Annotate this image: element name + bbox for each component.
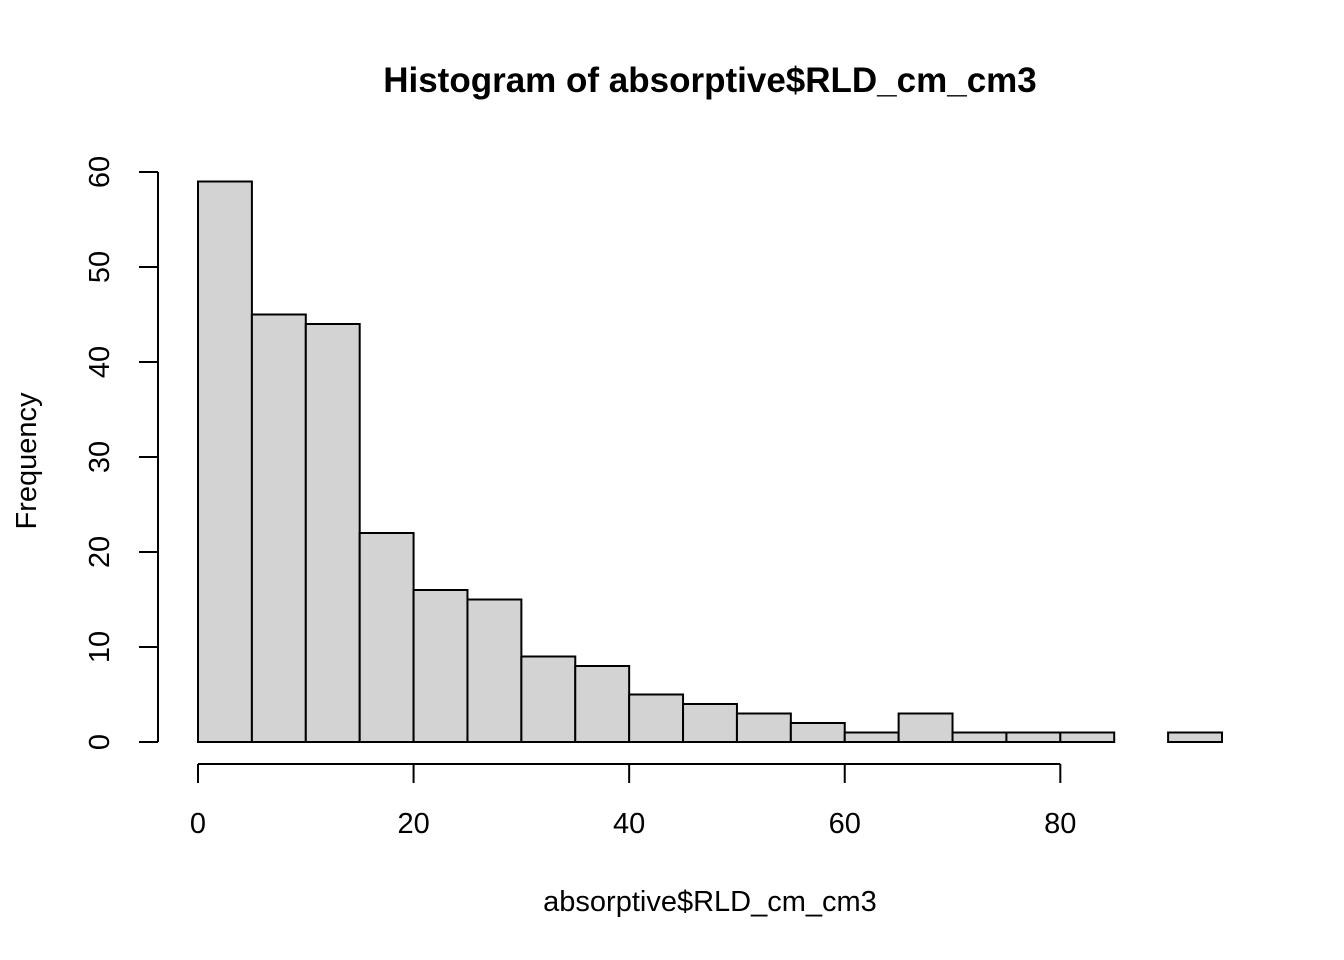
y-axis: 0 10 20 30 40 50 60 xyxy=(84,156,159,750)
x-tick-label-0: 0 xyxy=(190,808,206,840)
x-tick-label-20: 20 xyxy=(397,808,429,840)
y-tick-label-30: 30 xyxy=(84,441,116,473)
histogram-bar-70-75 xyxy=(951,731,1008,743)
histogram-bar-20-25 xyxy=(412,589,469,743)
histogram-bar-35-40 xyxy=(574,665,631,743)
x-tick-label-60: 60 xyxy=(829,808,861,840)
y-tick-label-40: 40 xyxy=(84,346,116,378)
y-tick-label-50: 50 xyxy=(84,251,116,283)
histogram-bar-80-85 xyxy=(1059,731,1116,743)
histogram-bar-90-95 xyxy=(1167,731,1223,743)
histogram-bar-50-55 xyxy=(735,712,792,743)
histogram-bar-15-20 xyxy=(358,532,415,743)
histogram-bar-55-60 xyxy=(789,722,846,743)
histogram-bars xyxy=(197,180,1223,743)
y-tick-label-10: 10 xyxy=(84,631,116,663)
x-axis: 0 20 40 60 80 xyxy=(190,763,1076,840)
chart-title: Histogram of absorptive$RLD_cm_cm3 xyxy=(383,61,1037,100)
x-tick-label-40: 40 xyxy=(613,808,645,840)
histogram-bar-65-70 xyxy=(897,712,954,743)
histogram-bar-0-5 xyxy=(197,180,253,743)
x-tick-label-80: 80 xyxy=(1044,808,1076,840)
histogram-bar-60-65 xyxy=(843,731,900,743)
histogram-bar-45-50 xyxy=(682,703,738,743)
y-axis-label: Frequency xyxy=(11,392,43,530)
histogram-bar-40-45 xyxy=(628,693,685,743)
y-tick-label-0: 0 xyxy=(84,734,116,750)
histogram-bar-75-80 xyxy=(1005,731,1062,743)
x-axis-label: absorptive$RLD_cm_cm3 xyxy=(543,886,877,918)
histogram-bar-5-10 xyxy=(250,313,307,743)
histogram-bar-30-35 xyxy=(520,655,577,743)
histogram-bar-25-30 xyxy=(466,598,523,743)
y-tick-label-20: 20 xyxy=(84,536,116,568)
y-tick-label-60: 60 xyxy=(84,156,116,188)
histogram-bar-10-15 xyxy=(304,323,361,743)
